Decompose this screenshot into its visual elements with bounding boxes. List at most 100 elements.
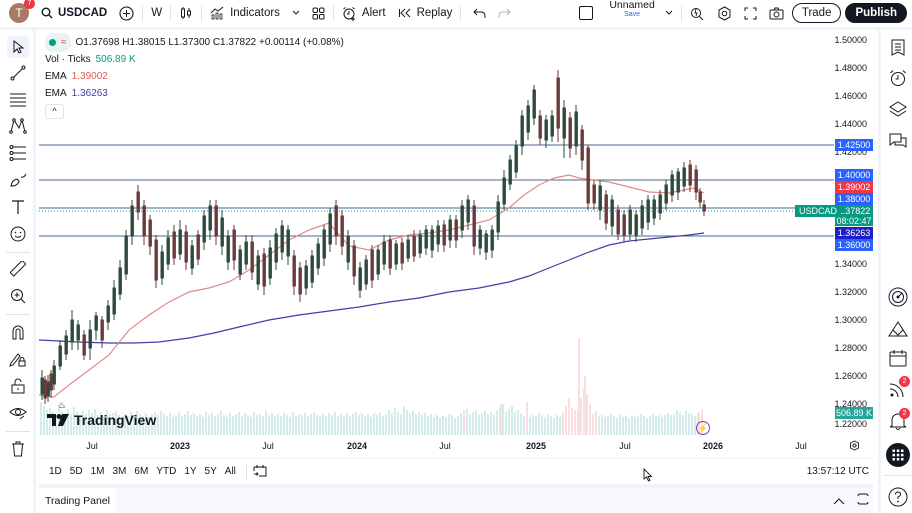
parallel-lines-icon <box>10 93 26 107</box>
brush-tool[interactable] <box>7 169 29 191</box>
notification-badge: 7 <box>24 0 35 9</box>
range-ytd[interactable]: YTD <box>156 466 177 477</box>
ema-slow-legend-row[interactable]: EMA 1.36263 <box>45 88 108 99</box>
panel-separator <box>39 484 873 488</box>
publish-button[interactable]: Publish <box>843 0 912 26</box>
layout-name-button[interactable]: Unnamed Save <box>609 0 655 18</box>
compare-symbol-button[interactable] <box>113 0 140 26</box>
calendar-button[interactable] <box>885 345 911 371</box>
indicators-button[interactable]: Indicators <box>204 0 286 26</box>
magnet-icon <box>12 325 24 340</box>
lock-all-tool[interactable] <box>7 375 29 397</box>
lightning-event-icon[interactable]: ⚡ <box>696 421 710 435</box>
range-1d[interactable]: 1D <box>49 466 62 477</box>
range-5d[interactable]: 5D <box>69 466 83 477</box>
clock-timezone[interactable]: 13:57:12 UTC <box>806 466 869 477</box>
calendar-goto-icon <box>253 464 267 476</box>
products-menu-button[interactable] <box>885 442 911 468</box>
pattern-tool[interactable] <box>7 115 29 137</box>
volume-label: 506.89 K <box>835 407 873 419</box>
object-tree-button[interactable] <box>885 96 911 122</box>
snapshot-button[interactable] <box>763 0 790 26</box>
pine-editor-button[interactable] <box>885 315 911 341</box>
undo-button[interactable] <box>467 0 492 26</box>
watchlist-button[interactable] <box>885 34 911 60</box>
level-label-1.380: 1.38000 <box>835 193 873 205</box>
symbol-search-button[interactable]: USDCAD <box>35 0 113 26</box>
notifications-button[interactable]: 2 <box>885 408 911 434</box>
maximize-icon <box>857 493 869 505</box>
symbol-status-pill[interactable]: ≈ <box>45 33 71 52</box>
mouse-cursor-icon <box>643 467 653 485</box>
help-question-icon <box>888 487 908 507</box>
range-3m[interactable]: 3M <box>112 466 127 477</box>
trend-line-tool[interactable] <box>7 62 29 84</box>
magnet-tool[interactable] <box>7 321 29 343</box>
multi-layout-checkbox[interactable] <box>573 0 599 26</box>
lock-drawings-tool[interactable] <box>7 348 29 370</box>
chart-pane[interactable]: ≈ O1.37698 H1.38015 L1.37300 C1.37822 +0… <box>39 30 873 458</box>
divider <box>245 463 247 480</box>
templates-button[interactable] <box>306 0 331 26</box>
time-axis[interactable]: Jul 2023 Jul 2024 Jul 2025 Jul 2026 Jul <box>39 435 873 458</box>
alerts-panel-button[interactable] <box>885 65 911 91</box>
divider <box>142 5 144 21</box>
fullscreen-button[interactable] <box>738 0 763 26</box>
trade-button[interactable]: Trade <box>790 0 844 26</box>
collapse-legend-button[interactable]: ^ <box>45 104 64 119</box>
notifications-badge: 2 <box>899 408 910 419</box>
target-radar-icon <box>888 287 908 307</box>
interval-button[interactable]: W <box>151 7 163 19</box>
zoom-in-tool[interactable] <box>7 285 29 307</box>
indicators-dropdown[interactable] <box>286 0 306 26</box>
range-1y[interactable]: 1Y <box>184 466 197 477</box>
dividend-marker-icon[interactable]: ♨ <box>58 400 67 410</box>
range-6m[interactable]: 6M <box>134 466 149 477</box>
cursor-tool[interactable] <box>7 36 29 58</box>
expand-panel-button[interactable] <box>833 494 845 508</box>
candlesticks <box>40 70 706 404</box>
redo-button[interactable] <box>492 0 517 26</box>
price-axis[interactable]: 1.50000 1.48000 1.46000 1.44000 1.42000 … <box>834 35 873 429</box>
help-button[interactable] <box>885 484 911 510</box>
settings-button[interactable] <box>711 0 738 26</box>
fib-tool[interactable] <box>7 142 29 164</box>
divider <box>332 5 334 21</box>
price-chart[interactable] <box>39 30 834 458</box>
alert-button[interactable]: Alert <box>336 0 392 26</box>
remove-drawings-tool[interactable] <box>7 438 29 460</box>
range-1m[interactable]: 1M <box>90 466 105 477</box>
layout-dropdown[interactable] <box>659 0 679 26</box>
divider <box>884 475 912 476</box>
quick-search-button[interactable] <box>684 0 711 26</box>
bar-countdown-label: 08:02:47 <box>835 216 873 226</box>
chart-type-button[interactable] <box>173 0 199 26</box>
tradingview-watermark[interactable]: TradingView <box>47 412 156 428</box>
ema-slow-label: 1.36263 <box>835 227 873 239</box>
replay-button[interactable]: Replay <box>392 0 459 26</box>
gear-icon <box>718 5 731 21</box>
chat-button[interactable] <box>885 128 911 154</box>
measure-tool[interactable] <box>7 258 29 280</box>
ema-fast-legend-row[interactable]: EMA 1.39002 <box>45 71 108 82</box>
tradingview-logo-icon <box>47 414 69 426</box>
ideas-stream-button[interactable]: 2 <box>885 376 911 402</box>
go-to-date-button[interactable] <box>253 464 267 480</box>
trading-panel-tab[interactable]: Trading Panel <box>39 488 116 513</box>
maximize-panel-button[interactable] <box>857 493 869 508</box>
emoji-tool[interactable] <box>7 223 29 245</box>
range-all[interactable]: All <box>224 466 236 477</box>
camera-icon <box>769 7 784 19</box>
axis-settings-button[interactable] <box>849 440 860 454</box>
horizontal-lines-tool[interactable] <box>7 88 29 110</box>
screener-button[interactable] <box>885 284 911 310</box>
range-5y[interactable]: 5Y <box>204 466 217 477</box>
text-tool[interactable] <box>7 196 29 218</box>
smiley-icon <box>10 226 26 242</box>
user-avatar[interactable]: T 7 <box>9 0 35 23</box>
volume-legend-row[interactable]: Vol · Ticks 506.89 K <box>45 54 136 65</box>
chevron-down-icon <box>665 10 673 15</box>
top-toolbar: T 7 USDCAD W Indicators Alert Replay <box>0 0 912 26</box>
hide-drawings-tool[interactable] <box>7 402 29 424</box>
trend-line-icon <box>10 65 26 81</box>
